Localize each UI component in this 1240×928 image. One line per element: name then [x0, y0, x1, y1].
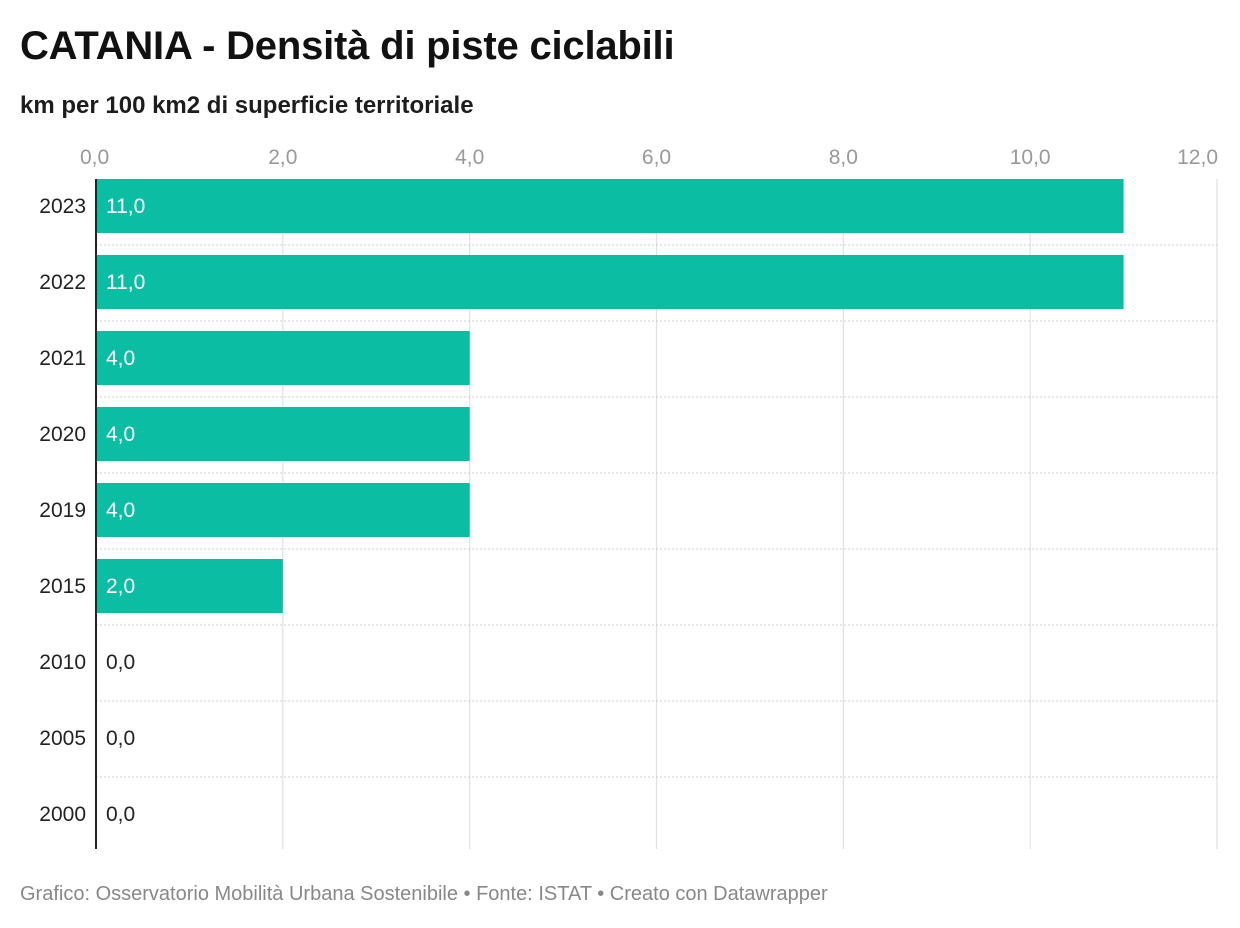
- category-label-2015: 2015: [39, 575, 86, 598]
- value-label-2021: 4,0: [106, 347, 135, 370]
- value-label-2019: 4,0: [106, 499, 135, 522]
- value-label-2020: 4,0: [106, 423, 135, 446]
- x-tick-label: 0,0: [80, 146, 109, 169]
- x-tick-label: 2,0: [268, 146, 297, 169]
- x-tick-label: 12,0: [1177, 146, 1218, 169]
- category-label-2021: 2021: [39, 347, 86, 370]
- bar-2022: [96, 255, 1124, 309]
- footer-credits: Grafico: Osservatorio Mobilità Urbana So…: [20, 883, 828, 905]
- category-label-2020: 2020: [39, 423, 86, 446]
- bar-chart: 0,0 2,0 4,0 6,0 8,0 10,0 12,0 2023 2022 2021 2020…: [39, 146, 1218, 849]
- category-label-2022: 2022: [39, 271, 86, 294]
- value-label-2010: 0,0: [106, 651, 135, 674]
- chart-title: CATANIA - Densità di piste ciclabili: [20, 24, 675, 68]
- x-axis-ticks: 0,0 2,0 4,0 6,0 8,0 10,0 12,0: [80, 146, 1218, 169]
- category-label-2000: 2000: [39, 803, 86, 826]
- category-label-2005: 2005: [39, 727, 86, 750]
- bar-2020: [96, 407, 470, 461]
- value-label-2015: 2,0: [106, 575, 135, 598]
- value-label-2022: 11,0: [106, 271, 145, 294]
- category-label-2010: 2010: [39, 651, 86, 674]
- value-label-2005: 0,0: [106, 727, 135, 750]
- chart-subtitle: km per 100 km2 di superficie territorial…: [20, 92, 474, 119]
- value-labels: 11,0 11,0 4,0 4,0 4,0 2,0 0,0 0,0 0,0: [106, 195, 145, 826]
- value-label-2000: 0,0: [106, 803, 135, 826]
- value-label-2023: 11,0: [106, 195, 145, 218]
- bars: [96, 179, 1124, 613]
- x-tick-label: 8,0: [829, 146, 858, 169]
- x-tick-label: 6,0: [642, 146, 671, 169]
- bar-2015: [96, 559, 283, 613]
- category-label-2023: 2023: [39, 195, 86, 218]
- bar-2021: [96, 331, 470, 385]
- bar-2023: [96, 179, 1124, 233]
- row-separators: [96, 244, 1217, 778]
- bar-2019: [96, 483, 470, 537]
- category-label-2019: 2019: [39, 499, 86, 522]
- x-tick-label: 10,0: [1010, 146, 1051, 169]
- category-labels: 2023 2022 2021 2020 2019 2015 2010 2005 2000: [39, 195, 86, 826]
- x-tick-label: 4,0: [455, 146, 484, 169]
